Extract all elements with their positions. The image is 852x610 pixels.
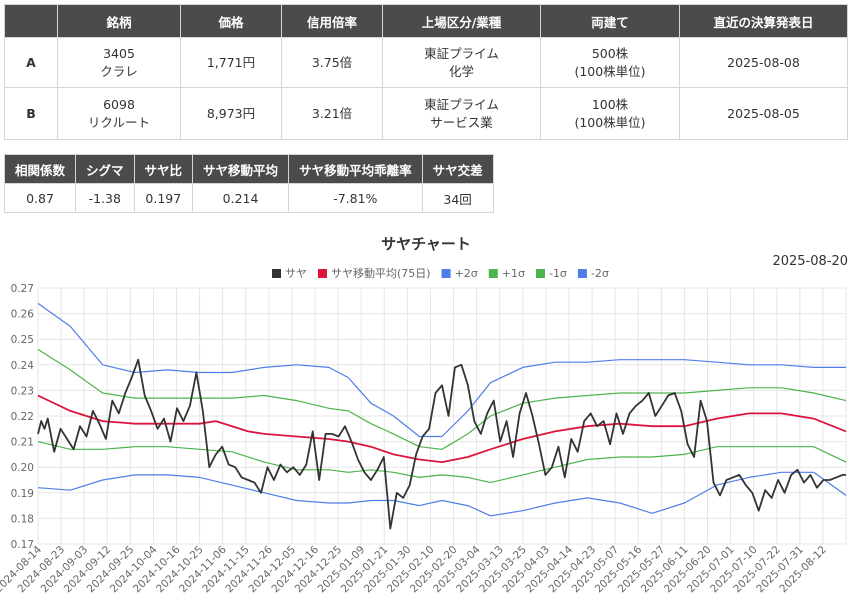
price-cell: 8,973円 bbox=[180, 87, 282, 140]
y-tick-label: 0.21 bbox=[11, 437, 34, 449]
y-tick-label: 0.24 bbox=[11, 360, 35, 372]
series-line-1 bbox=[37, 394, 847, 464]
legend-label: サヤ移動平均(75日) bbox=[331, 266, 431, 280]
y-tick-label: 0.22 bbox=[11, 411, 34, 423]
legend-swatch bbox=[535, 269, 545, 278]
series-line-0 bbox=[37, 358, 846, 530]
legend-swatch bbox=[488, 269, 498, 278]
y-tick-label: 0.26 bbox=[11, 309, 35, 321]
chart-date: 2025-08-20 bbox=[772, 254, 848, 269]
legend-swatch bbox=[318, 269, 327, 278]
chart-title: サヤチャート bbox=[381, 235, 471, 253]
stats-header-correlation: 相関係数 bbox=[3, 154, 77, 184]
unit: (100株単位) bbox=[574, 114, 646, 130]
spread-chart: サヤ サヤ移動平均(75日) +2σ +1σ -1σ -2σ 0.17 0.18 0.19 0.2… bbox=[0, 266, 847, 595]
stats-header-deviation: サヤ移動平均乖離率 bbox=[288, 154, 423, 184]
lot: 100株 bbox=[591, 96, 629, 112]
legend-label: サヤ bbox=[285, 267, 307, 280]
row-label: B bbox=[4, 87, 58, 140]
stats-ratio: 0.197 bbox=[133, 183, 194, 213]
y-tick-label: 0.23 bbox=[11, 385, 34, 397]
unit: (100株単位) bbox=[574, 63, 646, 79]
earnings-date-cell: 2025-08-05 bbox=[679, 87, 848, 140]
stock-name: リクルート bbox=[87, 114, 151, 130]
stock-name: クラレ bbox=[100, 63, 138, 79]
y-tick-label: 0.20 bbox=[11, 462, 34, 474]
stats-header-sigma: シグマ bbox=[75, 154, 135, 184]
legend-swatch bbox=[272, 269, 281, 278]
table-row: A 3405 クラレ 1,771円 3.75倍 東証プライム 化学 500株 (100… bbox=[4, 37, 848, 88]
y-tick-label: 0.17 bbox=[11, 539, 34, 551]
header-position: 両建て bbox=[540, 4, 680, 38]
series-line-3 bbox=[37, 348, 847, 450]
legend-label: -1σ bbox=[549, 267, 567, 280]
margin-cell: 3.21倍 bbox=[281, 87, 383, 140]
y-tick-label: 0.19 bbox=[11, 488, 34, 500]
pairs-header-row: 銘柄 価格 信用倍率 上場区分/業種 両建て 直近の決算発表日 bbox=[4, 4, 848, 38]
stock-cell: 6098 リクルート bbox=[57, 87, 181, 140]
earnings-date-cell: 2025-08-08 bbox=[679, 37, 848, 88]
stats-sigma: -1.38 bbox=[75, 183, 135, 213]
stock-code: 6098 bbox=[103, 96, 135, 112]
header-blank bbox=[4, 4, 58, 38]
lot: 500株 bbox=[591, 45, 629, 61]
stats-header-ratio: サヤ比 bbox=[133, 154, 194, 184]
position-cell: 100株 (100株単位) bbox=[540, 87, 680, 140]
price-cell: 1,771円 bbox=[180, 37, 282, 88]
legend-label: +2σ bbox=[455, 267, 478, 280]
stats-correlation: 0.87 bbox=[3, 183, 77, 213]
stock-code: 3405 bbox=[103, 45, 135, 61]
stock-cell: 3405 クラレ bbox=[57, 37, 181, 88]
y-tick-label: 0.27 bbox=[11, 283, 34, 295]
industry: サービス業 bbox=[430, 114, 493, 130]
stats-table: 相関係数 シグマ サヤ比 サヤ移動平均 サヤ移動平均乖離率 サヤ交差 0.87 … bbox=[3, 154, 494, 213]
header-margin-ratio: 信用倍率 bbox=[281, 4, 383, 38]
legend-label: -2σ bbox=[591, 267, 609, 280]
market-cell: 東証プライム サービス業 bbox=[382, 87, 541, 140]
header-earnings-date: 直近の決算発表日 bbox=[679, 4, 848, 38]
market: 東証プライム bbox=[424, 96, 499, 112]
series-line-2 bbox=[37, 302, 846, 438]
y-tick-label: 0.18 bbox=[11, 513, 34, 525]
market-cell: 東証プライム 化学 bbox=[382, 37, 541, 88]
stats-moving-average: 0.214 bbox=[192, 183, 290, 213]
margin-cell: 3.75倍 bbox=[281, 37, 383, 88]
stats-crossings: 34回 bbox=[421, 183, 494, 213]
y-tick-label: 0.25 bbox=[11, 334, 34, 346]
row-label: A bbox=[4, 37, 58, 88]
position-cell: 500株 (100株単位) bbox=[540, 37, 680, 88]
stats-deviation: -7.81% bbox=[288, 183, 423, 213]
stats-header-moving-average: サヤ移動平均 bbox=[192, 154, 290, 184]
legend-swatch bbox=[577, 269, 587, 278]
series-line-4 bbox=[37, 441, 847, 484]
legend-swatch bbox=[441, 269, 451, 278]
stats-header-row: 相関係数 シグマ サヤ比 サヤ移動平均 サヤ移動平均乖離率 サヤ交差 bbox=[3, 154, 494, 184]
table-row: B 6098 リクルート 8,973円 3.21倍 東証プライム サービス業 100… bbox=[4, 87, 848, 140]
stats-header-crossings: サヤ交差 bbox=[421, 154, 494, 184]
header-market-industry: 上場区分/業種 bbox=[382, 4, 541, 38]
pairs-table: 銘柄 価格 信用倍率 上場区分/業種 両建て 直近の決算発表日 A 3405 クラ… bbox=[4, 4, 848, 140]
series-line-5 bbox=[37, 471, 847, 517]
legend-label: +1σ bbox=[502, 267, 525, 280]
header-price: 価格 bbox=[180, 4, 282, 38]
industry: 化学 bbox=[448, 63, 474, 79]
market: 東証プライム bbox=[424, 45, 499, 61]
header-stock: 銘柄 bbox=[57, 4, 181, 38]
stats-value-row: 0.87 -1.38 0.197 0.214 -7.81% 34回 bbox=[3, 183, 494, 213]
